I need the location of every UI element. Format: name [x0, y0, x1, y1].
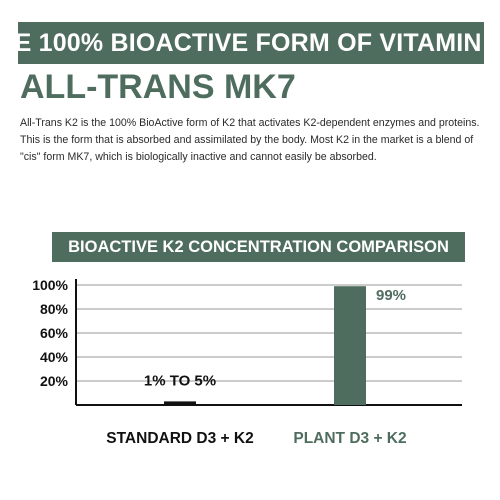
y-axis-ticks: 20% 40% 60% 80% 100% — [32, 277, 68, 389]
bar-data-label: 99% — [376, 287, 406, 304]
page-subtitle: ALL-TRANS MK7 — [20, 68, 296, 106]
bar-1 — [164, 401, 196, 405]
x-category-label: STANDARD D3 + K2 — [106, 430, 253, 447]
chart-labels: 1% TO 5% STANDARD D3 + K2 99% PLANT D3 + K2 — [106, 287, 406, 447]
bar-2 — [334, 286, 366, 405]
y-tick-label: 80% — [40, 301, 69, 317]
chart-bars — [164, 286, 366, 405]
header-banner: THE 100% BIOACTIVE FORM OF VITAMIN K2 — [0, 22, 500, 64]
y-tick-label: 60% — [40, 325, 69, 341]
description-text: All-Trans K2 is the 100% BioActive form … — [20, 117, 480, 163]
y-tick-label: 40% — [40, 349, 69, 365]
chart-gridlines — [76, 284, 462, 382]
y-tick-label: 100% — [32, 277, 68, 293]
y-tick-label: 20% — [40, 373, 69, 389]
chart-title: BIOACTIVE K2 CONCENTRATION COMPARISON — [52, 232, 465, 262]
bar-data-label: 1% TO 5% — [144, 372, 216, 389]
x-category-label: PLANT D3 + K2 — [293, 430, 406, 447]
